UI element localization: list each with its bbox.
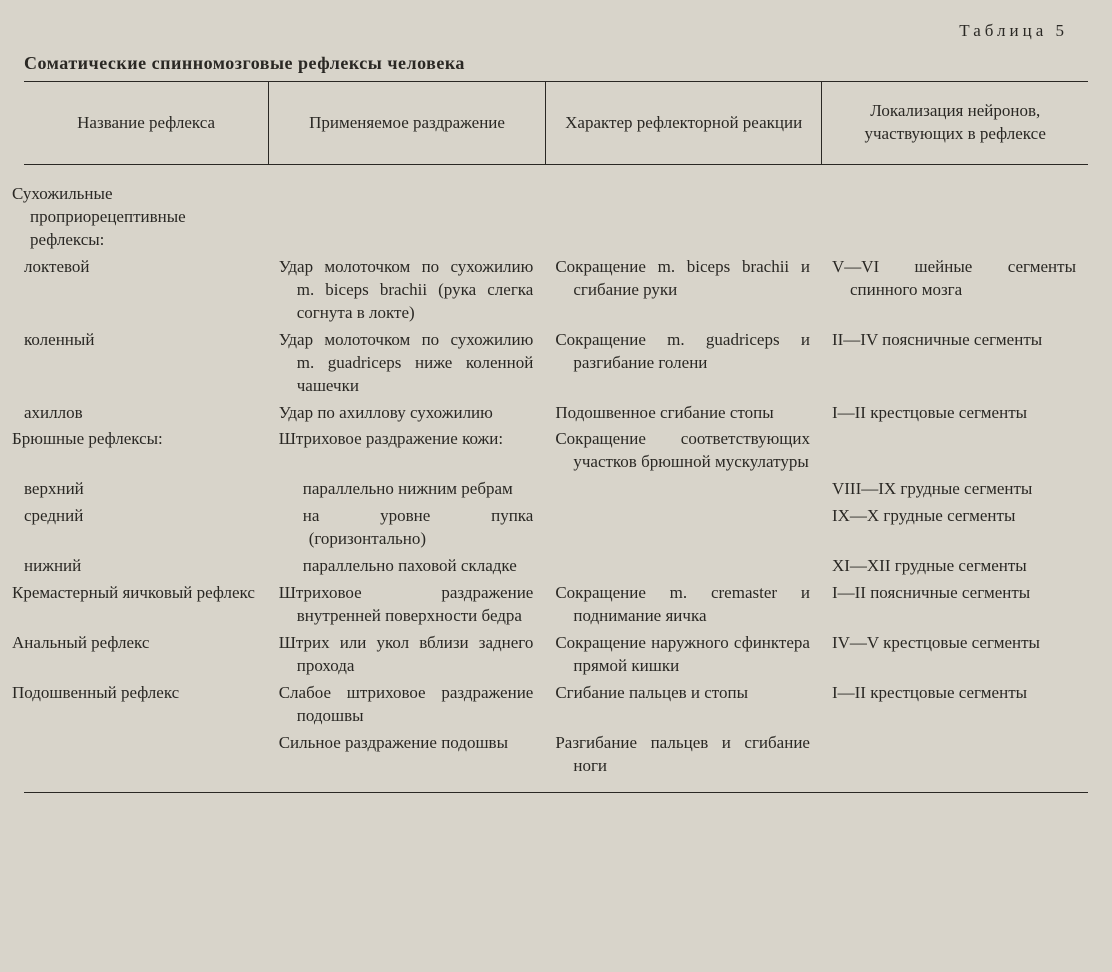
group-header: Брюшные рефлексы: xyxy=(24,426,269,476)
table-title: Соматические спинномозговые рефлексы чел… xyxy=(24,51,1088,75)
table-row: коленный Удар молоточком по сухожилию m.… xyxy=(24,327,1088,400)
reflex-name: Подошвенный рефлекс xyxy=(24,680,269,730)
group-header: Сухожильные проприорецептивные рефлексы: xyxy=(24,165,269,254)
reflex-table: Название рефлекса Применяемое раздражени… xyxy=(24,81,1088,792)
reflex-stimulus: параллельно нижним ребрам xyxy=(269,476,546,503)
reflex-name xyxy=(24,730,269,792)
reflex-stimulus: на уровне пупка (горизонтально) xyxy=(269,503,546,553)
table-row: Кремастерный яичковый рефлекс Штриховое … xyxy=(24,580,1088,630)
reflex-name: средний xyxy=(24,503,269,553)
col-header-name: Название рефлекса xyxy=(24,82,269,165)
reflex-stimulus: Слабое штриховое раздражение подошвы xyxy=(269,680,546,730)
table-row: средний на уровне пупка (горизонтально) … xyxy=(24,503,1088,553)
reflex-reaction: Сокращение m. cremaster и поднимание яич… xyxy=(545,580,822,630)
col-header-stimulus: Применяемое раздражение xyxy=(269,82,546,165)
col-header-reaction: Характер рефлекторной реакции xyxy=(545,82,822,165)
table-number: Таблица 5 xyxy=(24,20,1088,43)
reflex-stimulus: Удар молоточком по сухожилию m. guadrice… xyxy=(269,327,546,400)
reflex-stimulus: Сильное раздражение подошвы xyxy=(269,730,546,792)
reflex-reaction xyxy=(545,476,822,503)
reflex-reaction: Сгибание пальцев и стопы xyxy=(545,680,822,730)
reflex-name: Кремастерный яичковый рефлекс xyxy=(24,580,269,630)
reflex-stimulus: Штриховое раздражение кожи: xyxy=(269,426,546,476)
reflex-stimulus: Штриховое раздражение внутренней поверхн… xyxy=(269,580,546,630)
reflex-localization: II—IV поясничные сегменты xyxy=(822,327,1088,400)
reflex-reaction xyxy=(545,503,822,553)
reflex-name: коленный xyxy=(24,327,269,400)
reflex-localization: I—II крестцовые сегменты xyxy=(822,680,1088,730)
reflex-localization: I—II крестцовые сегменты xyxy=(822,400,1088,427)
reflex-stimulus: Удар по ахиллову сухожилию xyxy=(269,400,546,427)
reflex-localization: IV—V крестцовые сегменты xyxy=(822,630,1088,680)
table-row: верхний параллельно нижним ребрам VIII—I… xyxy=(24,476,1088,503)
table-row: Подошвенный рефлекс Слабое штриховое раз… xyxy=(24,680,1088,730)
table-row: ахиллов Удар по ахиллову сухожилию Подош… xyxy=(24,400,1088,427)
col-header-localization: Локализация нейронов, участвующих в рефл… xyxy=(822,82,1088,165)
reflex-reaction: Сокращение m. guadriceps и разгибание го… xyxy=(545,327,822,400)
reflex-name: Анальный рефлекс xyxy=(24,630,269,680)
reflex-localization: VIII—IX грудные сегменты xyxy=(822,476,1088,503)
reflex-localization xyxy=(822,730,1088,792)
reflex-reaction: Подошвенное сгибание стопы xyxy=(545,400,822,427)
reflex-reaction: Сокращение наружного сфинктера прямой ки… xyxy=(545,630,822,680)
reflex-stimulus: Штрих или укол вблизи заднего прохода xyxy=(269,630,546,680)
reflex-localization: V—VI шейные сегменты спинного мозга xyxy=(822,254,1088,327)
reflex-reaction: Разгибание пальцев и сгибание ноги xyxy=(545,730,822,792)
table-row: нижний параллельно паховой складке XI—XI… xyxy=(24,553,1088,580)
reflex-stimulus: параллельно паховой складке xyxy=(269,553,546,580)
table-row: Анальный рефлекс Штрих или укол вблизи з… xyxy=(24,630,1088,680)
table-row: Сильное раздражение подошвы Разгибание п… xyxy=(24,730,1088,792)
reflex-name: локтевой xyxy=(24,254,269,327)
reflex-reaction: Сокращение m. biceps brachii и сгибание … xyxy=(545,254,822,327)
table-row: локтевой Удар молоточком по сухожилию m.… xyxy=(24,254,1088,327)
reflex-stimulus: Удар молоточком по сухожилию m. biceps b… xyxy=(269,254,546,327)
reflex-localization: XI—XII грудные сегменты xyxy=(822,553,1088,580)
reflex-name: ахиллов xyxy=(24,400,269,427)
reflex-localization: IX—X грудные сегменты xyxy=(822,503,1088,553)
reflex-reaction: Сокращение соответствующих участков брюш… xyxy=(545,426,822,476)
reflex-localization: I—II поясничные сегменты xyxy=(822,580,1088,630)
table-header-row: Название рефлекса Применяемое раздражени… xyxy=(24,82,1088,165)
table-row: Брюшные рефлексы: Штриховое раздражение … xyxy=(24,426,1088,476)
reflex-name: нижний xyxy=(24,553,269,580)
reflex-name: верхний xyxy=(24,476,269,503)
reflex-reaction xyxy=(545,553,822,580)
table-row: Сухожильные проприорецептивные рефлексы: xyxy=(24,165,1088,254)
